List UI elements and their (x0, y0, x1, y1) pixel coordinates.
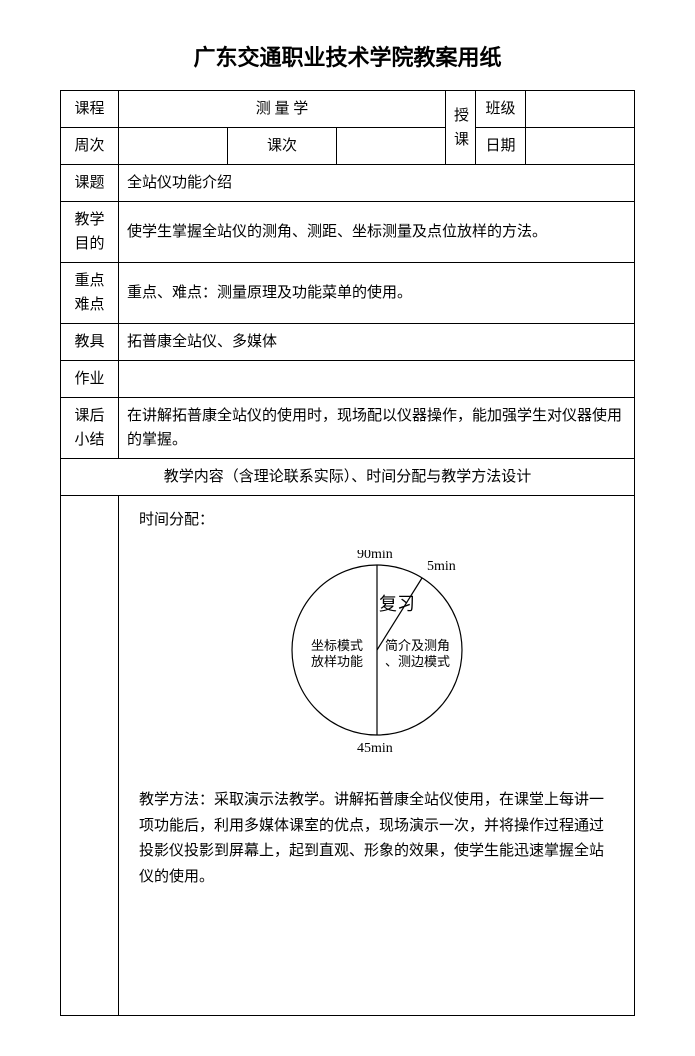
time-label: 时间分配： (139, 508, 614, 532)
value-objective: 使学生掌握全站仪的测角、测距、坐标测量及点位放样的方法。 (119, 202, 635, 263)
value-class (526, 91, 635, 128)
label-lesson: 课次 (228, 128, 337, 165)
svg-text:90min: 90min (357, 550, 393, 562)
label-week: 周次 (61, 128, 119, 165)
method-label: 教学方法： (139, 792, 214, 808)
value-date (526, 128, 635, 165)
value-topic: 全站仪功能介绍 (119, 165, 635, 202)
svg-text:5min: 5min (427, 559, 456, 574)
label-homework: 作业 (61, 361, 119, 398)
label-summary: 课后小结 (61, 398, 119, 459)
value-week (119, 128, 228, 165)
svg-text:复习: 复习 (379, 594, 415, 614)
value-lesson (337, 128, 446, 165)
value-aids: 拓普康全站仪、多媒体 (119, 324, 635, 361)
label-keypoints: 重点难点 (61, 263, 119, 324)
time-pie-chart: 90min 5min 45min 复习坐标模式放样功能 简介及测角、测边模式 (257, 550, 497, 760)
label-shouke: 授课 (446, 91, 476, 165)
page-title: 广东交通职业技术学院教案用纸 (60, 40, 635, 72)
method-paragraph: 教学方法：采取演示法教学。讲解拓普康全站仪使用，在课堂上每讲一项功能后，利用多媒… (139, 788, 614, 890)
content-sidebar (61, 496, 119, 1016)
svg-text:、测边模式: 、测边模式 (385, 654, 450, 669)
svg-text:坐标模式: 坐标模式 (311, 638, 363, 653)
label-date: 日期 (476, 128, 526, 165)
label-objective: 教学目的 (61, 202, 119, 263)
value-homework (119, 361, 635, 398)
lesson-plan-table: 课程 测 量 学 授课 班级 周次 课次 日期 课题 全站仪功能介绍 教学目的 … (60, 90, 635, 1016)
content-body: 时间分配： 90min 5min 45min 复习坐标模式放样功能 简介及测角、测边模式… (119, 496, 635, 1016)
value-course: 测 量 学 (119, 91, 446, 128)
label-class: 班级 (476, 91, 526, 128)
svg-text:简介及测角: 简介及测角 (385, 638, 450, 653)
value-keypoints: 重点、难点：测量原理及功能菜单的使用。 (119, 263, 635, 324)
label-topic: 课题 (61, 165, 119, 202)
svg-text:放样功能: 放样功能 (311, 654, 363, 669)
label-aids: 教具 (61, 324, 119, 361)
content-header: 教学内容（含理论联系实际）、时间分配与教学方法设计 (61, 459, 635, 496)
svg-text:45min: 45min (357, 741, 393, 756)
label-course: 课程 (61, 91, 119, 128)
value-summary: 在讲解拓普康全站仪的使用时，现场配以仪器操作，能加强学生对仪器使用的掌握。 (119, 398, 635, 459)
